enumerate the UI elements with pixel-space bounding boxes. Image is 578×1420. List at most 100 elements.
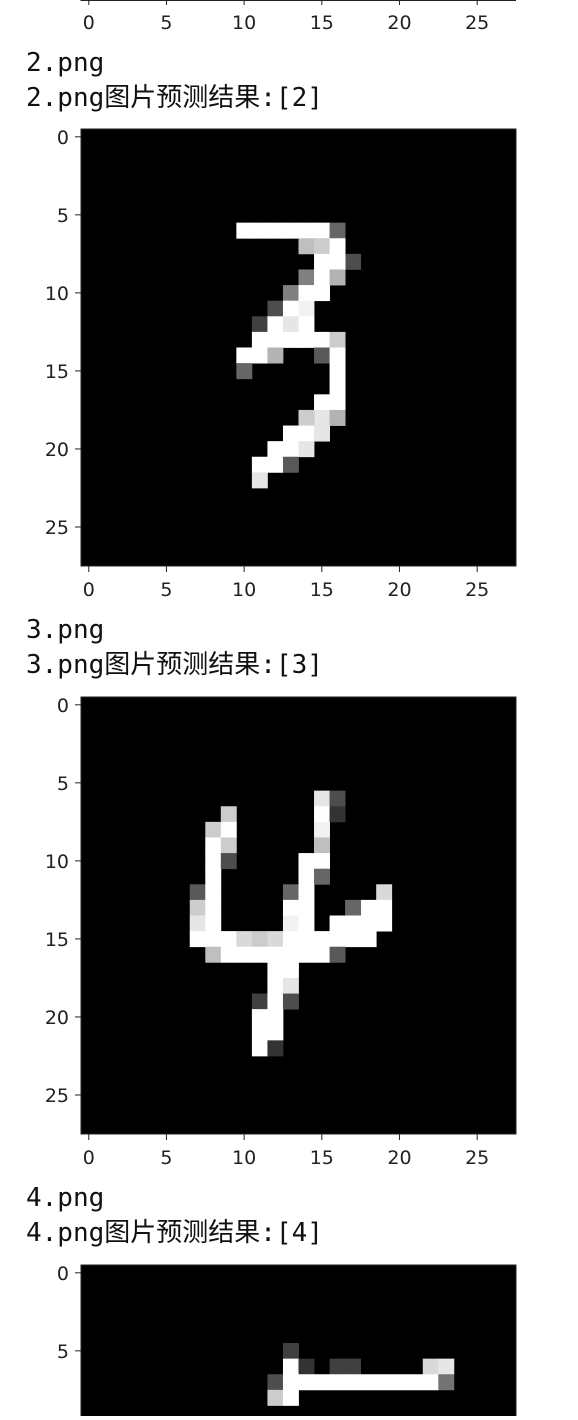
image-pixel [298,946,315,963]
image-pixel [220,946,237,963]
x-tick-label: 5 [160,12,172,34]
image-pixel [282,456,299,473]
image-pixel [282,931,299,948]
image-pixel [205,853,222,870]
x-tick-label: 5 [160,579,172,600]
image-pixel [345,915,362,932]
image-pixel [282,222,299,239]
image-pixel [220,837,237,854]
digit-image-axes: 05 [57,1263,517,1420]
image-pixel [329,347,346,364]
image-pixel [298,915,315,932]
image-pixel [298,441,315,458]
x-tick-label: 5 [160,1147,172,1168]
image-pixel [282,285,299,302]
x-tick-label: 20 [387,12,411,34]
image-pixel [329,378,346,395]
image-pixel [360,899,377,916]
y-tick-label: 0 [57,127,69,149]
image-pixel [407,1374,424,1391]
image-pixel [267,946,284,963]
x-tick-label: 15 [310,12,334,34]
image-pixel [298,269,315,286]
image-pixel [438,1358,455,1375]
image-pixel [298,300,315,317]
image-pixel [220,931,237,948]
image-pixel [267,962,284,979]
image-pixel [314,946,330,963]
image-pixel [314,837,330,854]
image-pixel [314,253,330,270]
prediction-result: 4.png图片预测结果:[4] [26,1218,323,1248]
image-pixel [282,946,299,963]
image-pixel [345,1374,362,1391]
image-pixel [329,331,346,348]
image-pixel [314,1374,330,1391]
image-pixel [205,884,222,901]
image-pixel [345,1358,362,1375]
x-tick-label: 25 [465,1147,489,1168]
image-pixel [314,409,330,426]
output-filename: 4.png [26,1183,105,1213]
image-pixel [267,1024,284,1041]
x-tick-label: 20 [387,579,411,600]
image-pixel [251,456,268,473]
image-pixel [267,331,284,348]
image-pixel [298,316,315,333]
image-pixel [267,1374,284,1391]
output-filename: 3.png [26,615,105,645]
x-tick-label: 10 [232,1147,256,1168]
x-tick-label: 20 [387,1147,411,1168]
y-tick-label: 10 [45,851,69,873]
image-pixel [282,1374,299,1391]
image-pixel [267,977,284,994]
image-pixel [329,931,346,948]
x-tick-label: 0 [83,1147,95,1168]
image-pixel [189,899,206,916]
image-pixel [314,853,330,870]
image-pixel [282,962,299,979]
image-pixel [298,868,315,885]
image-pixel [267,222,284,239]
image-pixel [251,931,268,948]
image-pixel [314,394,330,411]
image-pixel [267,1389,284,1406]
image-pixel [329,915,346,932]
y-tick-label: 5 [57,1341,69,1363]
image-pixel [298,899,315,916]
image-pixel [267,300,284,317]
image-pixel [360,1374,377,1391]
image-pixel [329,269,346,286]
digit-plot-3: 0 5 10 15 20 25 0 5 10 15 20 25 [0,688,578,1169]
image-pixel [314,269,330,286]
image-pixel [267,1040,284,1057]
image-pixel [298,331,315,348]
x-tick-label: 15 [310,579,334,600]
y-tick-label: 0 [57,695,69,717]
image-pixel [267,441,284,458]
image-pixel [298,409,315,426]
image-pixel [329,790,346,807]
y-tick-label: 5 [57,205,69,227]
image-pixel [236,931,253,948]
image-pixel [205,946,222,963]
image-pixel [282,1389,299,1406]
image-pixel [329,238,346,255]
image-pixel [205,837,222,854]
image-pixel [329,394,346,411]
x-tick-label: 15 [310,1147,334,1168]
image-pixel [282,915,299,932]
image-pixel [251,946,268,963]
previous-plot-x-axis: 0 5 10 15 20 25 [0,0,578,40]
image-pixel [329,1374,346,1391]
image-pixel [314,821,330,838]
x-tick-label: 0 [83,579,95,600]
image-pixel [298,1374,315,1391]
image-pixel [236,347,253,364]
image-pixel [391,1374,408,1391]
image-pixel [251,331,268,348]
y-tick-label: 25 [45,1085,69,1107]
y-tick-label: 15 [45,929,69,951]
image-pixel [345,931,362,948]
image-pixel [314,331,330,348]
